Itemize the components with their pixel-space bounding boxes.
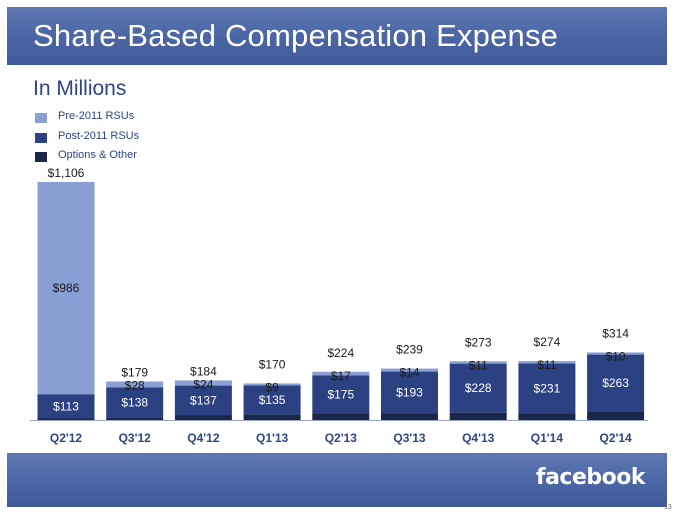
bar-segment-options-other bbox=[174, 415, 232, 420]
bar-segment-pre-2011-rsus bbox=[449, 361, 507, 364]
bar-segment-pre-2011-rsus bbox=[587, 352, 645, 355]
title-bar: Share-Based Compensation Expense bbox=[7, 7, 667, 65]
data-label-pre-2011-rsus: $10 bbox=[606, 349, 626, 363]
x-tick-label: Q1'14 bbox=[531, 431, 564, 445]
data-label-pre-2011-rsus: $14 bbox=[399, 366, 419, 380]
x-tick-label: Q2'12 bbox=[50, 431, 83, 445]
bar-segment-post-2011-rsus bbox=[106, 387, 164, 418]
x-tick-label: Q2'13 bbox=[325, 431, 358, 445]
data-label-total: $179 bbox=[121, 365, 148, 379]
data-label-pre-2011-rsus: $28 bbox=[125, 378, 145, 392]
bar-segment-options-other bbox=[381, 413, 438, 420]
data-label-total: $274 bbox=[534, 335, 561, 349]
legend-label-options-other: Options & Other bbox=[58, 149, 137, 161]
slide-subtitle: In Millions bbox=[33, 77, 127, 100]
bar-segment-post-2011-rsus bbox=[587, 354, 645, 412]
bar-segment-post-2011-rsus bbox=[449, 363, 507, 413]
x-tick-label: Q4'13 bbox=[462, 431, 495, 445]
bar-segment-options-other bbox=[106, 417, 164, 420]
bar-segment-pre-2011-rsus bbox=[518, 361, 576, 364]
bar-segment-options-other bbox=[587, 411, 645, 420]
page-number: 13 bbox=[664, 504, 672, 511]
data-label-post-2011-rsus: $263 bbox=[602, 376, 629, 390]
legend-swatch-pre-2011-rsus bbox=[35, 113, 47, 123]
bar-segment-pre-2011-rsus bbox=[106, 381, 164, 388]
data-label-post-2011-rsus: $138 bbox=[121, 395, 148, 409]
data-label-pre-2011-rsus: $17 bbox=[331, 369, 351, 383]
data-label-post-2011-rsus: $137 bbox=[190, 393, 217, 407]
facebook-logo: facebook bbox=[536, 465, 646, 490]
legend-label-pre-2011-rsus: Pre-2011 RSUs bbox=[58, 110, 135, 122]
data-label-total: $1,106 bbox=[48, 166, 85, 180]
data-label-post-2011-rsus: $135 bbox=[259, 393, 286, 407]
bar-segment-post-2011-rsus bbox=[243, 385, 301, 415]
data-label-post-2011-rsus: $193 bbox=[396, 385, 423, 399]
x-tick-label: Q1'13 bbox=[256, 431, 289, 445]
data-label-total: $170 bbox=[259, 357, 286, 371]
bar-segment-post-2011-rsus bbox=[37, 394, 95, 419]
data-label-post-2011-rsus: $228 bbox=[465, 381, 492, 395]
data-label-total: $184 bbox=[190, 364, 217, 378]
x-tick-label: Q3'13 bbox=[393, 431, 426, 445]
data-label-post-2011-rsus: $231 bbox=[534, 381, 561, 395]
legend-swatch-post-2011-rsus bbox=[35, 132, 47, 143]
bar-segment-post-2011-rsus bbox=[174, 385, 232, 416]
data-label-pre-2011-rsus: $986 bbox=[53, 281, 80, 295]
x-tick-label: Q2'14 bbox=[599, 431, 632, 445]
bar-segment-pre-2011-rsus bbox=[312, 371, 370, 376]
data-label-pre-2011-rsus: $24 bbox=[193, 377, 213, 391]
bar-segment-pre-2011-rsus bbox=[174, 380, 232, 386]
data-label-pre-2011-rsus: $9 bbox=[265, 380, 279, 394]
data-label-pre-2011-rsus: $11 bbox=[537, 358, 556, 372]
legend-label-post-2011-rsus: Post-2011 RSUs bbox=[58, 129, 140, 142]
bar-segment-pre-2011-rsus bbox=[243, 383, 301, 386]
slide-title: Share-Based Compensation Expense bbox=[33, 18, 559, 53]
bar-segment-pre-2011-rsus bbox=[37, 182, 95, 395]
bar-segment-options-other bbox=[312, 413, 370, 420]
data-label-total: $273 bbox=[465, 335, 492, 349]
bar-segment-options-other bbox=[243, 414, 301, 420]
bar-segment-post-2011-rsus bbox=[312, 375, 370, 414]
footer-bar: facebook bbox=[7, 453, 667, 507]
x-tick-label: Q3'12 bbox=[119, 431, 152, 445]
bar-segment-options-other bbox=[518, 413, 576, 420]
x-tick-label: Q4'12 bbox=[187, 431, 220, 445]
data-label-total: $239 bbox=[396, 343, 423, 357]
bar-segment-options-other bbox=[37, 418, 95, 420]
bar-segment-pre-2011-rsus bbox=[381, 368, 438, 372]
legend-swatch-options-other bbox=[35, 152, 47, 162]
data-label-post-2011-rsus: $175 bbox=[327, 387, 354, 401]
bar-segment-post-2011-rsus bbox=[381, 371, 438, 414]
data-label-pre-2011-rsus: $11 bbox=[469, 358, 488, 372]
data-label-total: $224 bbox=[327, 346, 354, 360]
bar-segment-post-2011-rsus bbox=[518, 363, 576, 414]
data-label-post-2011-rsus: $113 bbox=[53, 399, 79, 413]
data-label-total: $314 bbox=[602, 326, 629, 340]
bar-segment-options-other bbox=[449, 412, 507, 420]
